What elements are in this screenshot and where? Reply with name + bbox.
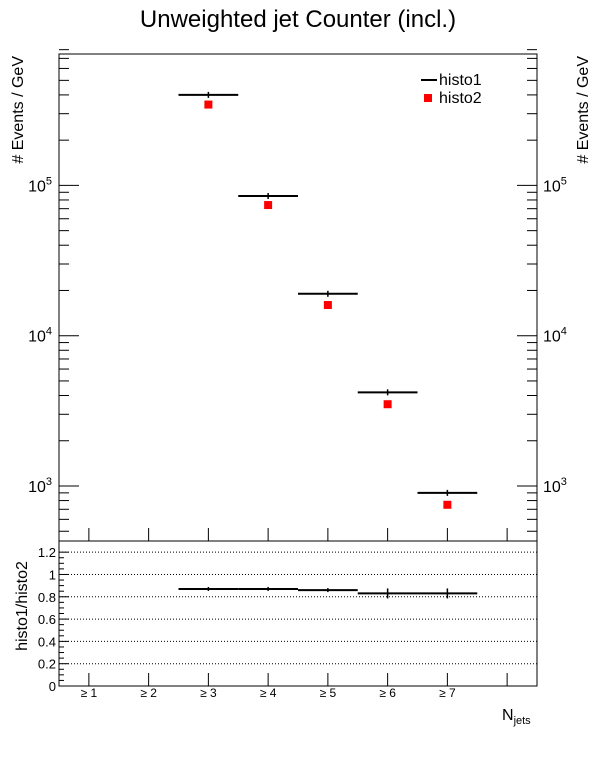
y-tick-base: 10 [28, 329, 46, 346]
y-tick-label-right: 104 [543, 326, 567, 346]
y-axis-label-left: # Events / GeV [10, 56, 27, 164]
y-tick-base: 10 [28, 479, 46, 496]
x-tick-label: ≥ 6 [379, 686, 396, 700]
histo2-marker [443, 500, 452, 509]
y-tick-exponent: 3 [561, 476, 567, 488]
ratio-y-tick-label: 0 [49, 679, 56, 694]
legend-label-histo1: histo1 [439, 72, 482, 89]
y-tick-base: 10 [543, 329, 561, 346]
y-tick-label-left: 104 [28, 326, 52, 346]
series-layer [178, 91, 478, 509]
y-tick-exponent: 5 [46, 175, 52, 187]
y-tick-base: 10 [28, 178, 46, 195]
x-tick-label: ≥ 3 [200, 686, 217, 700]
histo2-marker [264, 201, 273, 210]
y-tick-label-left: 105 [28, 175, 52, 195]
x-axis-label-main: N [502, 707, 514, 724]
y-tick-exponent: 3 [46, 476, 52, 488]
x-axis: ≥ 1 ≥ 2 ≥ 3 ≥ 4 ≥ 5 ≥ 6 ≥ 7 [81, 528, 508, 700]
ratio-y-tick-label: 0.2 [38, 657, 56, 672]
y-tick-exponent: 4 [46, 326, 52, 338]
ratio-y-tick-label: 1 [49, 567, 56, 582]
histo2-marker [204, 100, 213, 109]
ratio-y-tick-label: 1.2 [38, 545, 56, 560]
ratio-grid [59, 551, 537, 665]
x-tick-label: ≥ 4 [260, 686, 277, 700]
histo2-marker [323, 301, 332, 310]
x-axis-label: Njets [502, 707, 531, 727]
y-tick-base: 10 [543, 479, 561, 496]
ratio-layer [178, 586, 478, 599]
x-tick-label: ≥ 1 [81, 686, 98, 700]
x-tick-label: ≥ 7 [439, 686, 456, 700]
ratio-y-tick-label: 0.4 [38, 634, 56, 649]
histo2-marker [383, 400, 392, 409]
legend-label-histo2: histo2 [439, 90, 482, 107]
legend: histo1 histo2 [417, 62, 499, 107]
chart-title: Unweighted jet Counter (incl.) [140, 6, 456, 33]
x-tick-label: ≥ 2 [140, 686, 157, 700]
y-tick-base: 10 [543, 178, 561, 195]
y-tick-label-right: 103 [543, 476, 567, 496]
main-plot-frame [58, 53, 538, 542]
y-tick-label-right: 105 [543, 175, 567, 195]
y-tick-exponent: 5 [561, 175, 567, 187]
ratio-plot-frame [58, 540, 538, 687]
ratio-y-tick-label: 0.8 [38, 590, 56, 605]
x-tick-label: ≥ 5 [320, 686, 337, 700]
x-axis-label-subscript: jets [513, 715, 532, 727]
ratio-y-axis: 0 0.2 0.4 0.6 0.8 1 1.2 [38, 545, 69, 694]
ratio-y-tick-label: 0.6 [38, 612, 56, 627]
legend-swatch-histo2 [424, 94, 432, 102]
y-axis-label-right: # Events / GeV [575, 56, 592, 164]
ratio-y-axis-label: histo1/histo2 [14, 561, 31, 651]
y-tick-exponent: 4 [561, 326, 567, 338]
y-tick-label-left: 103 [28, 476, 52, 496]
